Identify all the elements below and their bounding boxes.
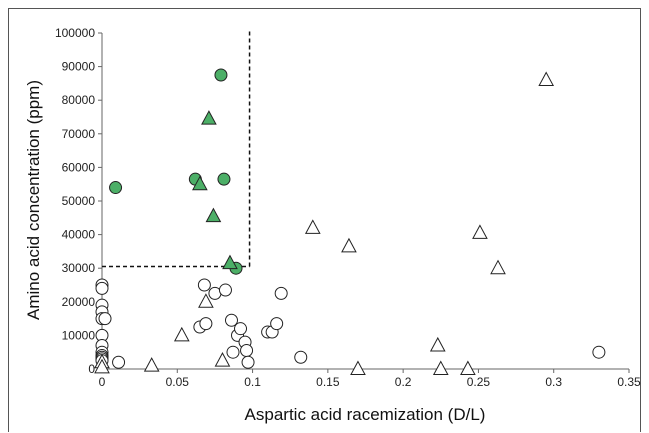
open-circle-point [294,350,308,364]
filled-circle-point [217,172,231,186]
y-tick-label: 60000 [62,160,96,174]
data-points [94,68,606,375]
axes: 0 0.05 0.1 0.15 0.2 0.25 0.3 0.35 0 10000 20000 300… [55,26,641,389]
open-circle-point [224,313,238,327]
open-triangle-point [214,352,231,367]
open-triangle-point [490,259,506,275]
x-tick-label: 0.05 [166,375,190,389]
x-tick-label: 0.15 [316,375,340,389]
open-circle-point [98,312,112,326]
open-triangle-point [429,336,446,352]
x-axis-title: Aspartic acid racemization (D/L) [245,405,486,424]
open-triangle-point [341,237,357,253]
x-tick-label: 0 [99,375,106,389]
open-circle-point [197,278,211,292]
x-tick-label: 0.35 [617,375,641,389]
filled-triangle-point [222,254,238,270]
y-tick-label: 50000 [62,194,96,208]
y-tick-label: 30000 [62,261,96,275]
open-circle-point [592,345,606,359]
open-triangle-point [432,360,449,375]
filled-circle-point [109,181,123,195]
open-triangle-point [173,326,190,342]
open-circle-point [218,283,232,297]
y-tick-label: 20000 [62,295,96,309]
x-tick-label: 0.1 [244,375,261,389]
open-triangle-point [198,293,214,308]
filled-triangle-point [201,110,217,125]
open-circle-point [234,322,248,336]
open-triangle-point [143,357,160,372]
open-circle-point [199,317,213,331]
open-circle-point [240,344,254,358]
y-tick-label: 70000 [62,127,96,141]
open-triangle-point [538,71,555,87]
open-triangle-point [94,358,110,374]
y-tick-label: 0 [88,362,95,376]
y-tick-label: 100000 [55,26,95,40]
open-triangle-point [472,224,488,239]
y-axis-title: Amino acid concentration (ppm) [24,80,43,320]
filled-triangle-point [205,207,222,223]
threshold-box [102,29,251,268]
y-tick-label: 80000 [62,93,96,107]
y-tick-label: 40000 [62,228,96,242]
open-circle-point [95,281,109,295]
filled-circle-point [214,68,228,82]
open-circle-point [274,286,288,300]
open-circle-point [226,345,240,359]
x-tick-label: 0.3 [545,375,562,389]
filled-triangle-point [192,175,208,191]
y-tick-label: 90000 [62,60,96,74]
open-circle-point [270,317,284,331]
chart-frame [8,8,641,432]
x-tick-label: 0.2 [395,375,412,389]
open-circle-point [112,355,126,369]
open-circle-point [241,355,255,369]
y-tick-label: 10000 [62,328,96,342]
open-triangle-point [304,219,321,234]
open-triangle-point [350,360,366,375]
x-tick-label: 0.25 [467,375,491,389]
open-triangle-point [460,360,476,375]
